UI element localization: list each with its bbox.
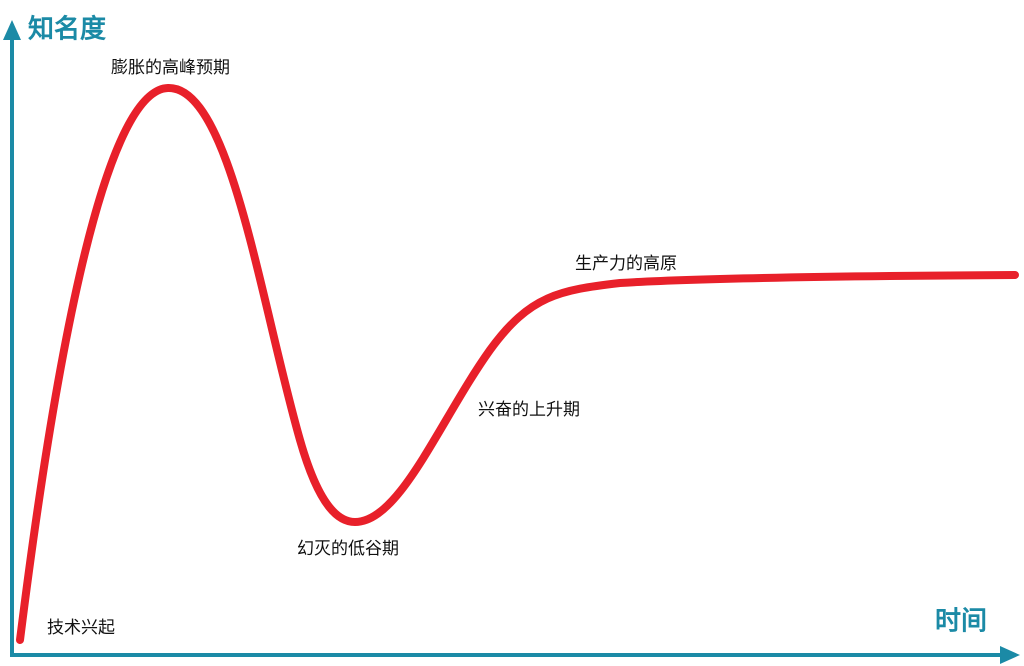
x-axis-arrow	[1000, 646, 1020, 664]
phase-label: 兴奋的上升期	[478, 400, 580, 420]
y-axis-label: 知名度	[28, 14, 106, 45]
y-axis-arrow	[3, 20, 21, 40]
x-axis-label: 时间	[935, 607, 987, 637]
phase-label: 膨胀的高峰预期	[111, 58, 230, 78]
phase-label: 幻灭的低谷期	[297, 539, 399, 559]
phase-label: 生产力的高原	[575, 254, 677, 274]
phase-label: 技术兴起	[47, 618, 115, 638]
hype-curve	[16, 83, 1019, 644]
